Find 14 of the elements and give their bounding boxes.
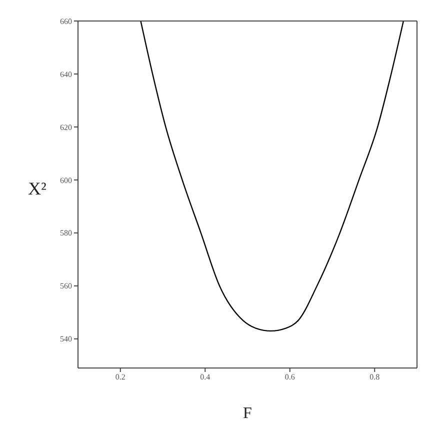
y-tick-label: 620 [60, 122, 72, 132]
y-tick-label: 560 [60, 282, 72, 291]
x-tick-label: 0.8 [370, 372, 380, 382]
y-tick-label: 540 [60, 334, 72, 344]
x-tick-label: 0.6 [284, 372, 295, 382]
y-tick-label: 600 [60, 176, 72, 185]
y-tick-label: 580 [60, 228, 72, 238]
x-tick-label: 0.4 [200, 372, 210, 382]
y-tick-label: 660 [60, 16, 72, 26]
x-axis-title: F [243, 405, 252, 422]
y-axis-title: X² [28, 178, 46, 198]
x-tick-label: 0.2 [115, 372, 126, 382]
y-tick-label: 640 [60, 70, 72, 79]
line-series [140, 21, 404, 332]
